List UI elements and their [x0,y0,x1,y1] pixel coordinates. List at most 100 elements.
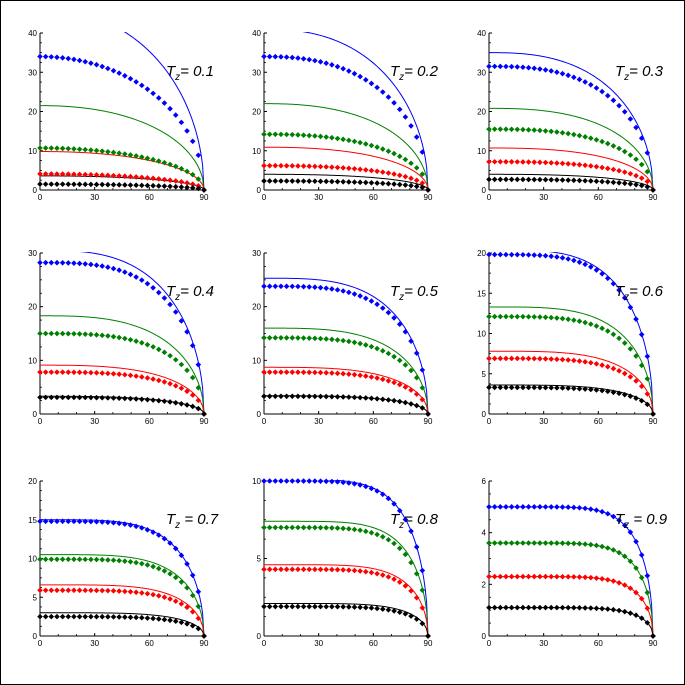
chart-panel: 0 10 20 30 0 30 60 90 Tz= 0.4 [28,249,214,426]
data-point-series-3 [346,165,352,172]
data-point-series-1 [144,280,151,287]
data-point-series-3 [266,162,273,169]
data-point-series-2 [88,331,94,338]
data-point-series-4 [385,607,392,613]
data-point-series-3 [610,578,617,584]
data-point-series-4 [312,603,318,610]
chart-panel: 0 10 20 30 40 0 30 60 90 Tz= 0.3 [477,29,664,202]
data-point-series-1 [261,478,267,484]
data-point-series-1 [396,507,403,514]
x-tick-label: 60 [594,417,603,426]
data-point-series-4 [312,178,318,185]
data-point-series-2 [346,137,352,144]
data-point-series-4 [150,397,156,403]
y-tick-label: 30 [252,249,261,258]
data-point-series-3 [99,587,106,594]
data-point-series-4 [65,613,72,620]
data-point-series-2 [351,526,358,533]
data-point-series-4 [604,388,611,395]
data-point-series-1 [317,59,324,65]
data-point-series-2 [571,540,577,547]
data-point-series-4 [37,613,43,620]
panel-label-main: T [166,63,177,80]
y-tick-label: 0 [33,632,38,641]
data-point-series-4 [368,179,375,186]
data-point-series-3 [419,180,426,186]
data-point-series-2 [525,127,532,133]
data-point-series-3 [525,573,532,580]
data-point-series-3 [150,376,156,382]
data-point-series-1 [357,73,363,80]
series-line-1 [79,252,205,415]
data-point-series-4 [650,633,656,639]
data-point-series-3 [385,170,392,176]
y-tick-label: 0 [33,186,38,195]
data-point-series-3 [278,566,284,573]
data-point-series-4 [571,385,577,392]
data-point-series-1 [300,478,307,484]
data-point-series-4 [184,402,190,408]
data-point-series-1 [93,262,100,268]
data-point-series-3 [105,370,111,377]
data-point-series-1 [419,149,426,155]
data-point-series-3 [548,573,555,580]
data-point-series-1 [396,321,403,328]
data-point-series-4 [346,179,352,185]
data-point-series-1 [616,102,622,109]
series-line-1 [264,277,429,415]
data-point-series-3 [167,177,173,183]
data-point-series-2 [582,319,588,326]
x-tick-label: 90 [649,639,658,648]
data-point-series-2 [110,333,117,340]
data-point-series-1 [491,251,498,258]
data-point-series-2 [497,126,504,132]
data-point-series-1 [531,65,538,72]
data-point-series-1 [37,53,43,60]
data-point-series-4 [503,604,509,611]
data-point-series-1 [374,301,380,308]
data-point-series-1 [289,283,296,290]
data-point-series-2 [491,126,498,132]
data-point-series-2 [99,556,106,563]
data-point-series-4 [105,395,111,401]
data-point-series-4 [351,604,358,610]
data-point-series-3 [582,162,588,169]
data-point-series-1 [565,504,571,511]
data-point-series-3 [71,587,77,594]
panel-label-rest: = 0.8 [404,511,438,528]
data-point-series-3 [283,369,290,375]
data-point-series-4 [300,393,307,400]
data-point-series-3 [37,171,43,177]
data-point-series-2 [644,375,651,382]
data-point-series-3 [559,573,566,580]
data-point-series-4 [329,603,335,610]
data-point-series-4 [155,183,162,189]
data-point-series-2 [587,135,594,142]
data-point-series-4 [42,613,49,620]
data-point-series-3 [346,371,352,377]
data-point-series-2 [616,549,622,556]
data-point-series-4 [88,394,94,401]
data-point-series-4 [323,178,330,185]
data-point-series-4 [340,604,346,610]
data-point-series-4 [300,178,307,184]
panel-label: Tz = 0.7 [166,511,219,531]
x-tick-label: 90 [200,417,209,426]
data-point-series-2 [374,345,380,352]
data-point-series-1 [520,504,526,510]
data-point-series-3 [576,574,583,580]
data-point-series-4 [525,176,532,183]
data-point-series-3 [317,369,324,376]
data-point-series-3 [278,162,284,169]
data-point-series-4 [396,181,403,188]
data-point-series-2 [408,367,414,374]
data-point-series-1 [65,518,72,525]
data-point-series-3 [76,369,83,376]
y-tick-label: 10 [28,147,37,156]
data-point-series-2 [172,163,179,170]
data-point-series-1 [616,287,622,293]
data-point-series-3 [189,608,196,615]
panel-label: Tz= 0.4 [166,283,214,303]
data-point-series-4 [621,608,628,615]
x-tick-label: 90 [649,417,658,426]
